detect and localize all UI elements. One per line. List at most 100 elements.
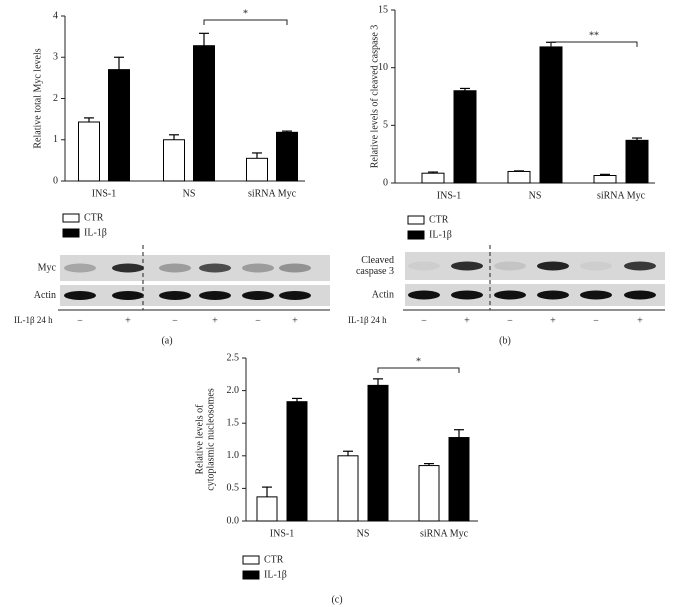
- significance-label: **: [589, 30, 599, 41]
- lane-sign: −: [593, 315, 599, 326]
- lane-sign: +: [125, 315, 131, 326]
- y-tick-label: 0.0: [227, 515, 240, 526]
- lane-sign: +: [212, 315, 218, 326]
- panel-label: (c): [331, 594, 342, 605]
- significance-bracket: [550, 41, 638, 47]
- bar: [337, 455, 359, 522]
- treatment-label: IL-1β 24 h: [348, 315, 387, 325]
- y-tick-label: 1: [53, 134, 58, 145]
- legend-label: CTR: [84, 212, 104, 223]
- significance-label: *: [416, 356, 421, 367]
- x-tick-label: INS-1: [437, 190, 461, 201]
- blot-band: [494, 290, 526, 300]
- y-tick-label: 10: [378, 62, 388, 73]
- bar: [256, 496, 278, 522]
- lane-sign: +: [464, 315, 470, 326]
- y-tick-label: 0.5: [227, 483, 240, 494]
- x-tick-label: INS-1: [92, 188, 116, 199]
- y-tick-label: 5: [383, 120, 388, 131]
- significance-bracket: [377, 367, 460, 373]
- y-tick-label: 0: [383, 177, 388, 188]
- bar: [625, 139, 649, 184]
- blot-row-label: Actin: [372, 289, 394, 300]
- blot-band: [242, 291, 274, 300]
- panel-label: (b): [499, 335, 511, 346]
- bar: [108, 69, 130, 182]
- y-axis-label: Relative levels of: [194, 404, 205, 475]
- blot-band: [408, 290, 440, 300]
- blot-band: [451, 290, 483, 300]
- treatment-label: IL-1β 24 h: [14, 315, 53, 325]
- y-tick-label: 1.0: [227, 450, 240, 461]
- legend-swatch: [62, 228, 80, 238]
- significance-bracket: [203, 19, 288, 25]
- bar: [286, 401, 308, 522]
- lane-sign: +: [637, 315, 643, 326]
- blot-band: [279, 291, 311, 300]
- x-tick-label: siRNA Myc: [597, 190, 646, 201]
- blot-band: [537, 290, 569, 300]
- bar: [276, 131, 298, 182]
- blot-band: [494, 261, 526, 271]
- x-tick-label: siRNA Myc: [248, 188, 297, 199]
- y-tick-label: 2: [53, 93, 58, 104]
- y-tick-label: 3: [53, 52, 58, 63]
- x-tick-label: NS: [357, 528, 370, 539]
- blot-band: [159, 291, 191, 300]
- legend-swatch: [242, 570, 260, 580]
- x-tick-label: INS-1: [270, 528, 294, 539]
- blot-band: [199, 291, 231, 300]
- bar: [507, 170, 531, 184]
- x-tick-label: siRNA Myc: [420, 528, 469, 539]
- lane-sign: −: [255, 315, 261, 326]
- lane-sign: −: [77, 315, 83, 326]
- legend-label: CTR: [264, 554, 284, 565]
- bar: [418, 465, 440, 522]
- blot-band: [159, 263, 191, 273]
- legend-label: IL-1β: [84, 227, 107, 238]
- blot-row-label: Myc: [38, 262, 57, 273]
- bar: [367, 384, 389, 522]
- blot-strip: [60, 285, 330, 306]
- blot-band: [624, 290, 656, 300]
- blot-band: [64, 263, 96, 273]
- blot-band: [242, 263, 274, 273]
- bar: [78, 121, 100, 182]
- bar: [246, 157, 268, 182]
- y-tick-label: 0: [53, 175, 58, 186]
- y-tick-label: 2.0: [227, 385, 240, 396]
- blot-strip: [405, 284, 665, 306]
- blot-band: [580, 261, 612, 271]
- y-tick-label: 15: [378, 4, 388, 15]
- legend-label: IL-1β: [429, 229, 452, 240]
- y-axis-label: Relative total Myc levels: [32, 48, 43, 148]
- x-tick-label: NS: [183, 188, 196, 199]
- legend-swatch: [242, 555, 260, 565]
- legend-swatch: [62, 213, 80, 223]
- bar: [193, 45, 215, 182]
- bar: [593, 175, 617, 184]
- blot-band: [112, 291, 144, 300]
- blot-band: [279, 263, 311, 273]
- lane-sign: +: [550, 315, 556, 326]
- bar: [448, 437, 470, 522]
- y-axis-label: Relative levels of cleaved caspase 3: [369, 25, 380, 169]
- legend-swatch: [407, 230, 425, 240]
- lane-sign: −: [172, 315, 178, 326]
- blot-strip: [60, 255, 330, 281]
- blot-band: [199, 263, 231, 273]
- y-axis-label: cytoplasmic nucleosomes: [205, 388, 216, 491]
- lane-sign: +: [292, 315, 298, 326]
- blot-band: [624, 261, 656, 271]
- bar: [539, 46, 563, 184]
- bar: [163, 139, 185, 182]
- x-tick-label: NS: [529, 190, 542, 201]
- legend-label: CTR: [429, 214, 449, 225]
- blot-band: [64, 291, 96, 300]
- blot-band: [408, 261, 440, 271]
- blot-row-label: Actin: [34, 290, 56, 301]
- bar: [421, 172, 445, 184]
- blot-band: [451, 261, 483, 271]
- blot-row-label: caspase 3: [356, 266, 394, 277]
